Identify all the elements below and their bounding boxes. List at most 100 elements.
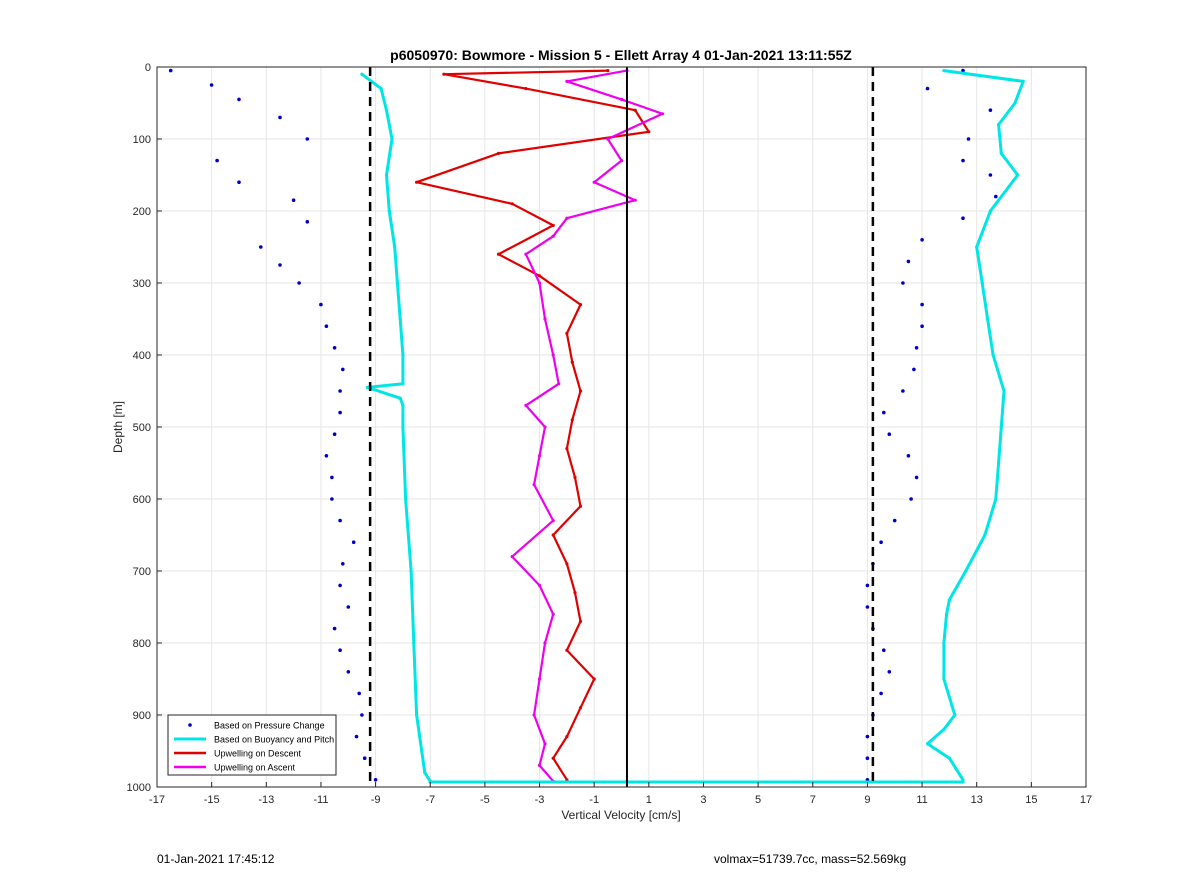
- pressure-change-point: [920, 238, 924, 242]
- x-axis-ticks: -17 -15 -13 -11 -9 -7 -5 -3 -1 1 3 5 7 9 11 13 15 17: [149, 782, 1092, 806]
- reference-lines: [368, 67, 875, 787]
- x-axis-label: Vertical Velocity [cm/s]: [561, 808, 680, 822]
- series-point: [997, 461, 1001, 465]
- series-point: [991, 353, 995, 357]
- pressure-change-point: [887, 670, 892, 674]
- pressure-change-point: [332, 432, 337, 437]
- pressure-change-point: [925, 86, 930, 91]
- pressure-change-point: [961, 216, 965, 220]
- series-point: [647, 130, 651, 134]
- series-point: [573, 475, 577, 479]
- pressure-change-point: [906, 259, 911, 264]
- series-point: [578, 619, 583, 624]
- series-point: [1021, 79, 1025, 83]
- y-tick-label: 0: [145, 62, 151, 74]
- series-point: [524, 403, 528, 407]
- series-point: [551, 353, 555, 357]
- x-tick-label: 1: [646, 794, 652, 806]
- series-point: [379, 87, 383, 91]
- x-tick-label: 11: [916, 794, 927, 806]
- series-5: [510, 69, 665, 783]
- pressure-change-point: [882, 410, 886, 415]
- pressure-change-point: [914, 346, 919, 350]
- x-tick-label: 15: [1025, 794, 1037, 806]
- series-point: [570, 360, 574, 364]
- legend-label: Upwelling on Descent: [214, 749, 302, 759]
- series-point: [532, 483, 536, 487]
- y-tick-label: 200: [133, 206, 151, 218]
- pressure-change-point: [338, 648, 342, 652]
- footer-glider-params: volmax=51739.7cc, mass=52.569kg: [714, 852, 907, 866]
- series-point: [442, 72, 446, 76]
- pressure-change-point: [338, 389, 342, 393]
- series-point: [543, 317, 547, 321]
- pressure-change-point: [865, 756, 870, 760]
- pressure-change-point: [351, 540, 356, 544]
- series-point: [606, 137, 610, 141]
- series-point: [660, 112, 665, 116]
- series-point: [942, 727, 946, 732]
- pressure-change-point: [994, 194, 998, 199]
- legend-label: Based on Buoyancy and Pitch: [214, 735, 334, 745]
- pressure-change-point: [330, 475, 334, 480]
- series-point: [551, 234, 555, 238]
- y-tick-label: 800: [133, 638, 151, 650]
- y-tick-label: 400: [133, 350, 151, 362]
- pressure-change-point: [346, 605, 351, 609]
- pressure-change-point: [966, 137, 971, 141]
- pressure-change-point: [338, 583, 342, 588]
- pressure-change-point: [341, 367, 345, 372]
- series-point: [365, 385, 369, 389]
- pressure-change-point: [879, 691, 883, 696]
- legend-box: [167, 714, 337, 776]
- pressure-change-point: [912, 367, 916, 372]
- series-point: [573, 591, 577, 595]
- legend: Based on Pressure Change Based on Buoyanc…: [167, 714, 337, 776]
- series-point: [942, 641, 946, 645]
- series-point: [551, 223, 555, 227]
- legend-label: Based on Pressure Change: [214, 721, 325, 731]
- x-tick-label: 3: [700, 794, 706, 806]
- pressure-change-point: [882, 648, 886, 652]
- x-tick-label: -9: [371, 794, 381, 806]
- series-point: [942, 677, 946, 681]
- pressure-change-point: [168, 68, 173, 73]
- series-point: [994, 497, 998, 501]
- series-point: [565, 216, 569, 220]
- chart-title: p6050970: Bowmore - Mission 5 - Ellett A…: [390, 47, 852, 63]
- series-point: [423, 771, 427, 775]
- series-point: [1016, 173, 1020, 177]
- series-point: [401, 353, 405, 357]
- series-point: [537, 763, 542, 768]
- pressure-change-point: [920, 324, 924, 329]
- pressure-change-point: [259, 245, 263, 249]
- series-point: [543, 641, 547, 645]
- series-point: [997, 123, 1001, 127]
- series-point: [412, 641, 416, 645]
- series-point: [404, 497, 408, 501]
- series-point: [925, 742, 930, 746]
- pressure-change-point: [324, 324, 329, 329]
- y-tick-label: 900: [133, 710, 151, 722]
- pressure-change-point: [901, 281, 905, 285]
- x-tick-label: -1: [589, 794, 599, 806]
- series-point: [384, 108, 389, 112]
- pressure-change-point: [865, 734, 870, 739]
- series-point: [401, 425, 405, 429]
- pressure-change-point: [906, 454, 911, 458]
- x-tick-label: -5: [480, 794, 490, 806]
- series-point: [543, 425, 547, 429]
- pressure-change-point: [865, 583, 870, 588]
- series-point: [961, 780, 965, 784]
- series-point: [524, 252, 528, 256]
- series-point: [510, 202, 514, 206]
- series-point: [633, 108, 637, 112]
- series-point: [592, 180, 596, 184]
- y-tick-label: 500: [133, 422, 151, 434]
- series-point: [510, 555, 514, 559]
- y-tick-label: 600: [133, 494, 151, 506]
- pressure-change-point: [324, 454, 329, 458]
- pressure-change-point: [914, 475, 919, 480]
- pressure-change-point: [237, 97, 241, 102]
- series-point: [537, 677, 542, 681]
